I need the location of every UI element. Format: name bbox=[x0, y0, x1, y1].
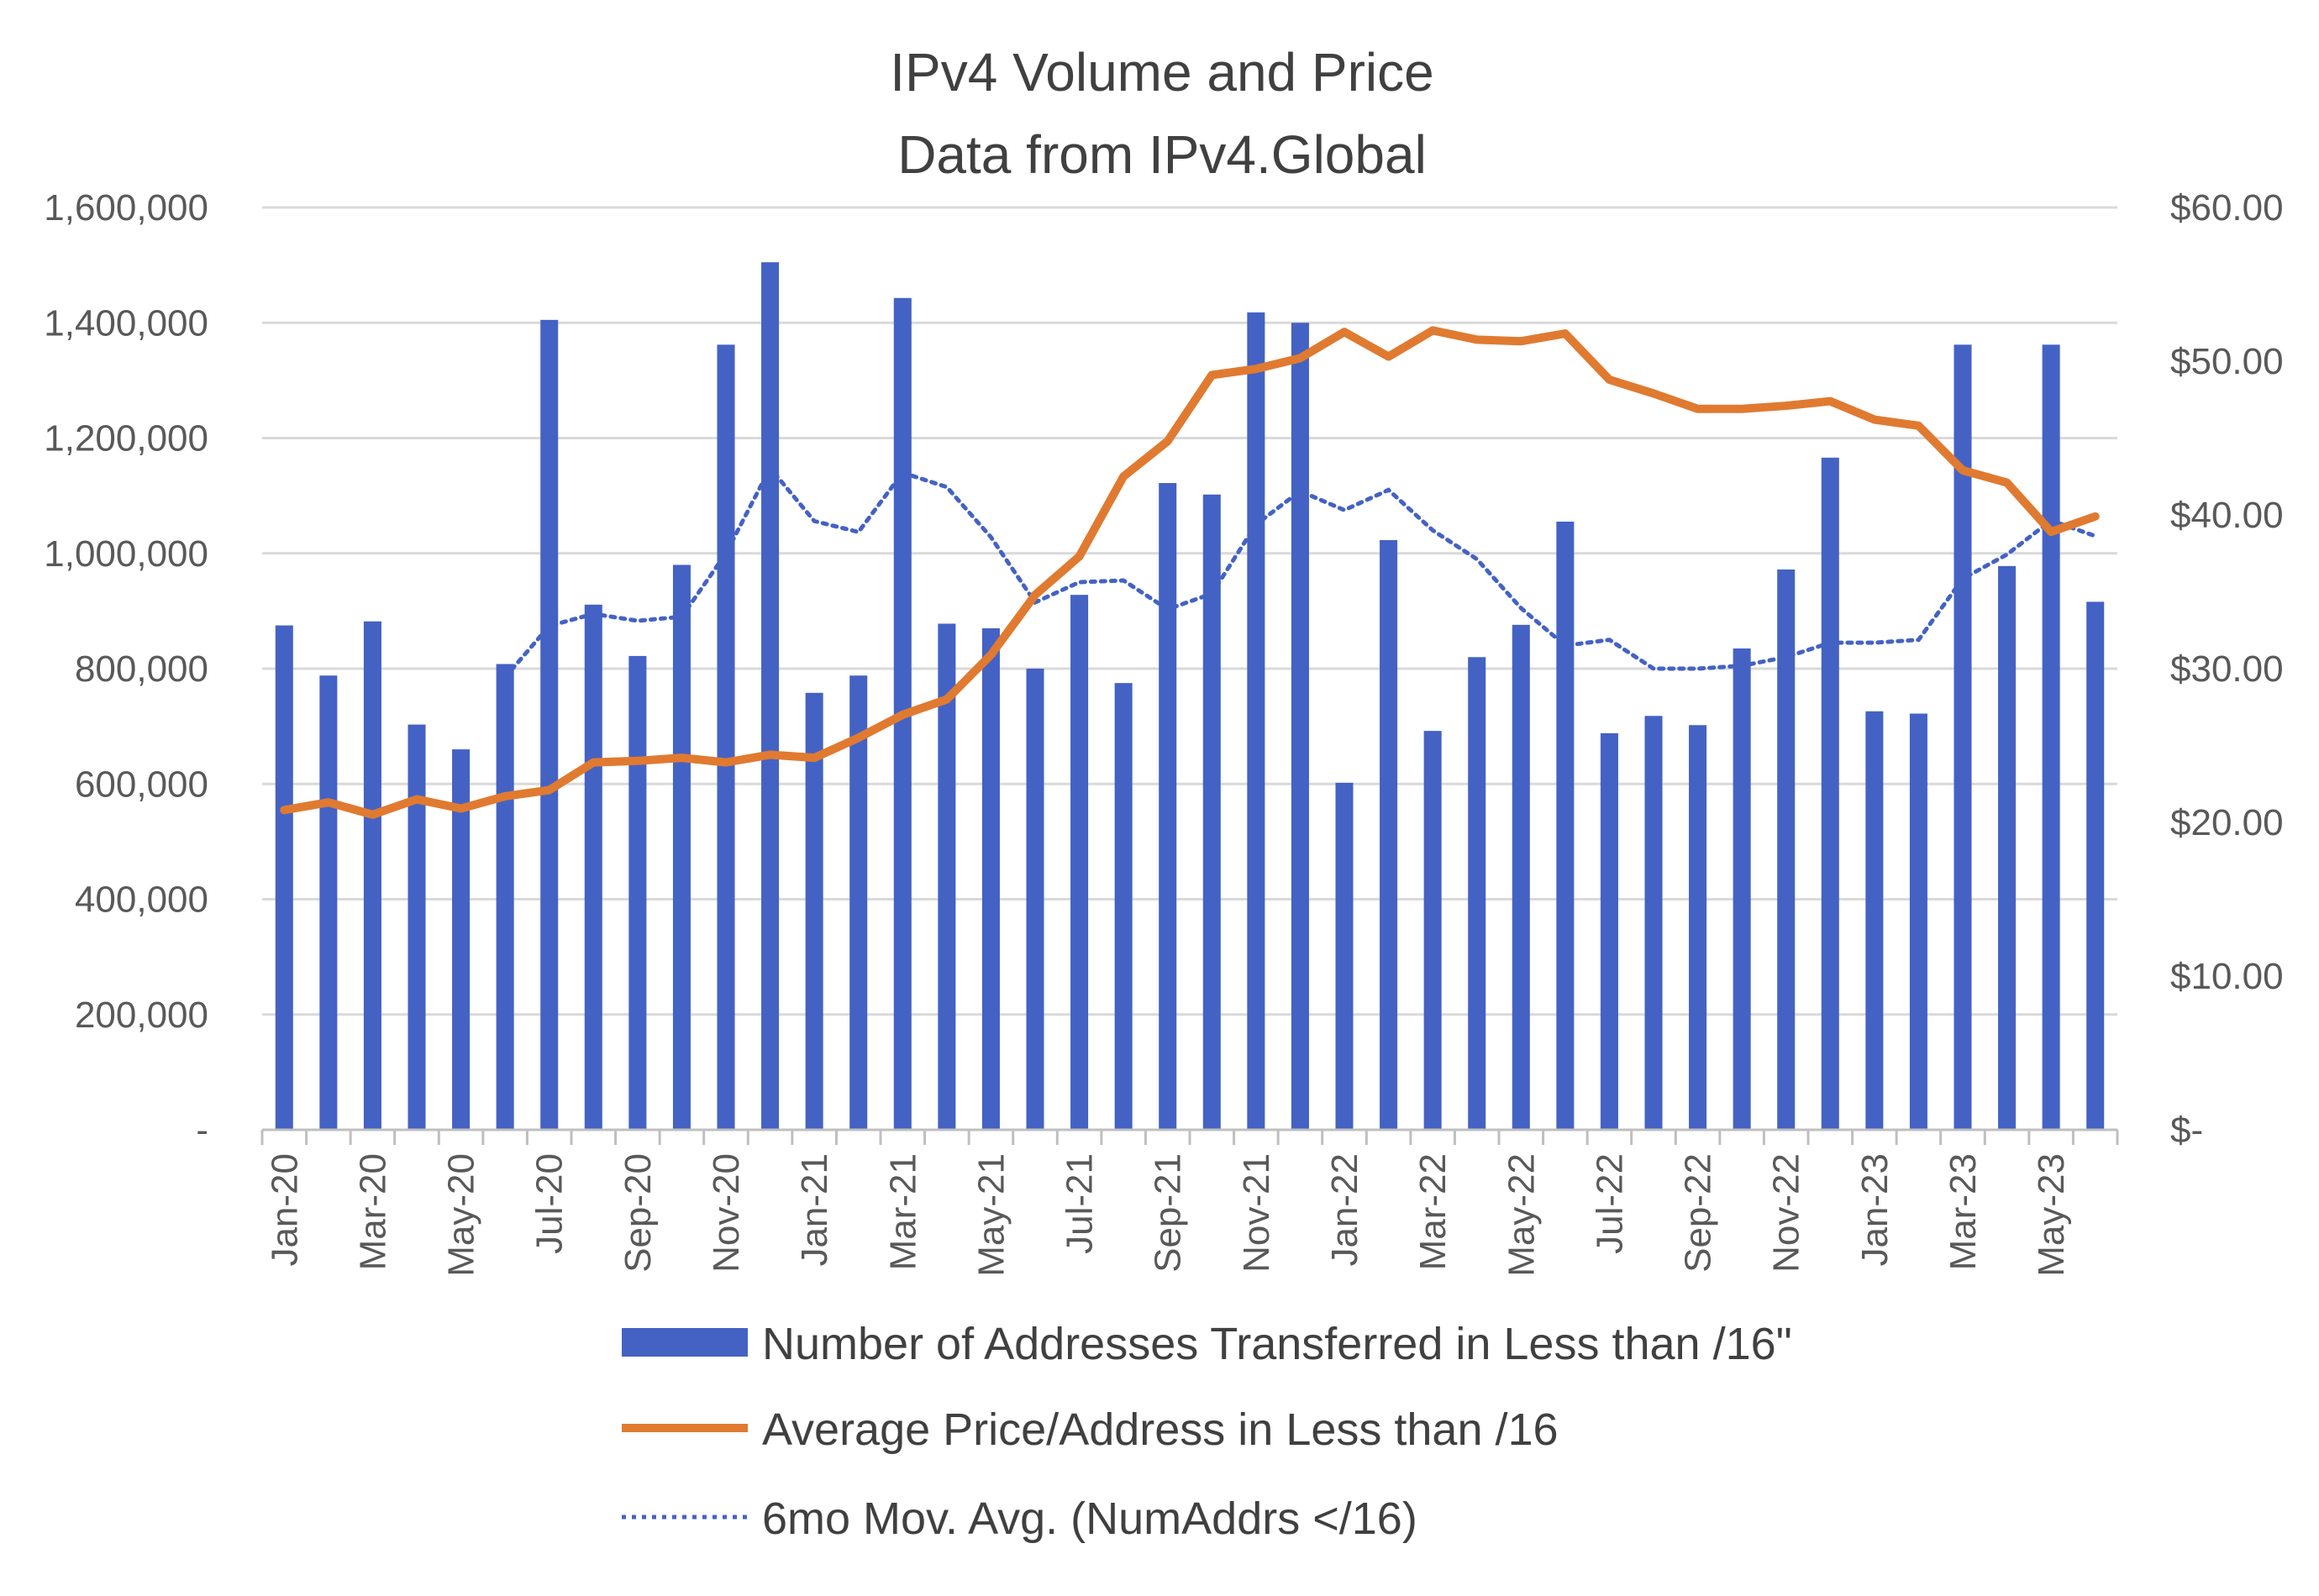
left-tick-label: 600,000 bbox=[75, 764, 208, 805]
right-tick-label: $50.00 bbox=[2170, 341, 2284, 382]
x-tick-label: Jul-20 bbox=[529, 1153, 571, 1254]
left-tick-label: - bbox=[196, 1110, 208, 1151]
gridlines bbox=[262, 206, 2117, 1016]
bar bbox=[1202, 494, 1221, 1130]
x-tick-label: Nov-21 bbox=[1236, 1153, 1277, 1273]
right-tick-label: $40.00 bbox=[2170, 495, 2284, 536]
x-axis-ticks: Jan-20 Mar-20 May-20 Jul-20 Sep-20 Nov-20 Jan-… bbox=[264, 1153, 2072, 1277]
bar bbox=[275, 625, 293, 1130]
x-tick-label: Jul-22 bbox=[1589, 1153, 1630, 1254]
chart-title-line-1: IPv4 Volume and Price bbox=[890, 42, 1433, 102]
x-tick-label: Jan-23 bbox=[1854, 1153, 1896, 1267]
right-tick-label: $- bbox=[2170, 1110, 2203, 1151]
price-line bbox=[280, 326, 2100, 819]
bar bbox=[2042, 344, 2060, 1130]
right-tick-label: $60.00 bbox=[2170, 187, 2284, 228]
bar bbox=[584, 604, 602, 1130]
left-tick-label: 400,000 bbox=[75, 879, 208, 921]
bar bbox=[717, 344, 735, 1130]
right-tick-label: $30.00 bbox=[2170, 648, 2284, 690]
legend-swatch-bars bbox=[622, 1328, 748, 1357]
bar bbox=[1998, 565, 2017, 1130]
bar bbox=[1291, 323, 1309, 1130]
bar bbox=[1335, 782, 1354, 1130]
left-tick-label: 1,400,000 bbox=[44, 302, 208, 344]
bar bbox=[1689, 725, 1707, 1130]
bar bbox=[761, 262, 780, 1131]
legend-label-price: Average Price/Address in Less than /16 bbox=[762, 1404, 1559, 1455]
right-axis-ticks: $- $10.00 $20.00 $30.00 $40.00 $50.00 $60.00 bbox=[2170, 187, 2284, 1151]
price-series bbox=[280, 326, 2100, 819]
moving-average-line bbox=[502, 464, 2098, 680]
legend-label-moving-average: 6mo Mov. Avg. (NumAddrs </16) bbox=[762, 1494, 1417, 1544]
bar bbox=[981, 627, 1000, 1130]
bar bbox=[1600, 732, 1618, 1130]
legend-label-bars: Number of Addresses Transferred in Less … bbox=[762, 1319, 1792, 1369]
x-tick-label: Jan-21 bbox=[794, 1153, 835, 1267]
bar bbox=[672, 564, 691, 1130]
chart-title-line-2: Data from IPv4.Global bbox=[897, 124, 1427, 185]
bar bbox=[1777, 569, 1796, 1130]
bar bbox=[1423, 731, 1442, 1130]
left-tick-label: 1,200,000 bbox=[44, 418, 208, 459]
bar bbox=[2086, 601, 2105, 1130]
x-tick-label: Mar-22 bbox=[1412, 1153, 1454, 1270]
x-tick-label: Sep-20 bbox=[618, 1153, 659, 1273]
bar bbox=[805, 692, 823, 1130]
x-tick-label: May-20 bbox=[441, 1153, 482, 1277]
x-tick-label: May-21 bbox=[970, 1153, 1012, 1277]
x-tick-label: May-23 bbox=[2031, 1153, 2072, 1277]
x-tick-label: Jan-20 bbox=[264, 1153, 305, 1267]
bar bbox=[1026, 669, 1044, 1130]
x-tick-label: May-22 bbox=[1501, 1153, 1542, 1277]
x-tick-label: Sep-22 bbox=[1678, 1153, 1719, 1273]
x-tick-label: Mar-23 bbox=[1943, 1153, 1984, 1270]
left-tick-label: 1,000,000 bbox=[44, 533, 208, 575]
bar bbox=[1733, 648, 1751, 1130]
bar bbox=[1468, 657, 1486, 1130]
bar bbox=[319, 675, 338, 1130]
moving-average-series bbox=[502, 464, 2098, 680]
right-tick-label: $10.00 bbox=[2170, 956, 2284, 997]
bar-series bbox=[275, 262, 2105, 1131]
bar bbox=[1909, 713, 1927, 1130]
bar bbox=[1380, 539, 1398, 1130]
bar bbox=[938, 623, 956, 1130]
bar bbox=[1070, 595, 1089, 1130]
bar bbox=[363, 621, 381, 1130]
x-tick-label: Nov-22 bbox=[1766, 1153, 1807, 1273]
bar bbox=[1556, 522, 1575, 1130]
bar bbox=[849, 675, 868, 1130]
legend: Number of Addresses Transferred in Less … bbox=[622, 1319, 1792, 1544]
bar bbox=[408, 724, 426, 1130]
bar bbox=[628, 655, 647, 1130]
bar bbox=[1821, 457, 1839, 1130]
x-tick-label: Mar-21 bbox=[882, 1153, 923, 1270]
bar bbox=[1247, 312, 1265, 1131]
bar bbox=[1114, 683, 1133, 1130]
chart-title: IPv4 Volume and Price Data from IPv4.Glo… bbox=[890, 42, 1433, 185]
left-tick-label: 800,000 bbox=[75, 648, 208, 690]
left-tick-label: 1,600,000 bbox=[44, 187, 208, 228]
axes bbox=[260, 1128, 2119, 1145]
bar bbox=[540, 319, 559, 1131]
x-tick-label: Sep-21 bbox=[1148, 1153, 1189, 1273]
x-tick-label: Jul-21 bbox=[1060, 1153, 1101, 1254]
x-tick-label: Nov-20 bbox=[706, 1153, 747, 1273]
bar bbox=[1644, 716, 1663, 1130]
bar bbox=[1865, 711, 1884, 1130]
bar bbox=[496, 664, 514, 1130]
bar bbox=[1159, 483, 1177, 1130]
left-axis-ticks: - 200,000 400,000 600,000 800,000 1,000,000 1,… bbox=[44, 187, 208, 1151]
bar bbox=[1954, 344, 1972, 1130]
bar bbox=[1512, 624, 1530, 1130]
x-tick-label: Jan-22 bbox=[1324, 1153, 1365, 1267]
x-tick-label: Mar-20 bbox=[352, 1153, 393, 1270]
bar bbox=[452, 749, 471, 1130]
right-tick-label: $20.00 bbox=[2170, 802, 2284, 843]
left-tick-label: 200,000 bbox=[75, 995, 208, 1036]
